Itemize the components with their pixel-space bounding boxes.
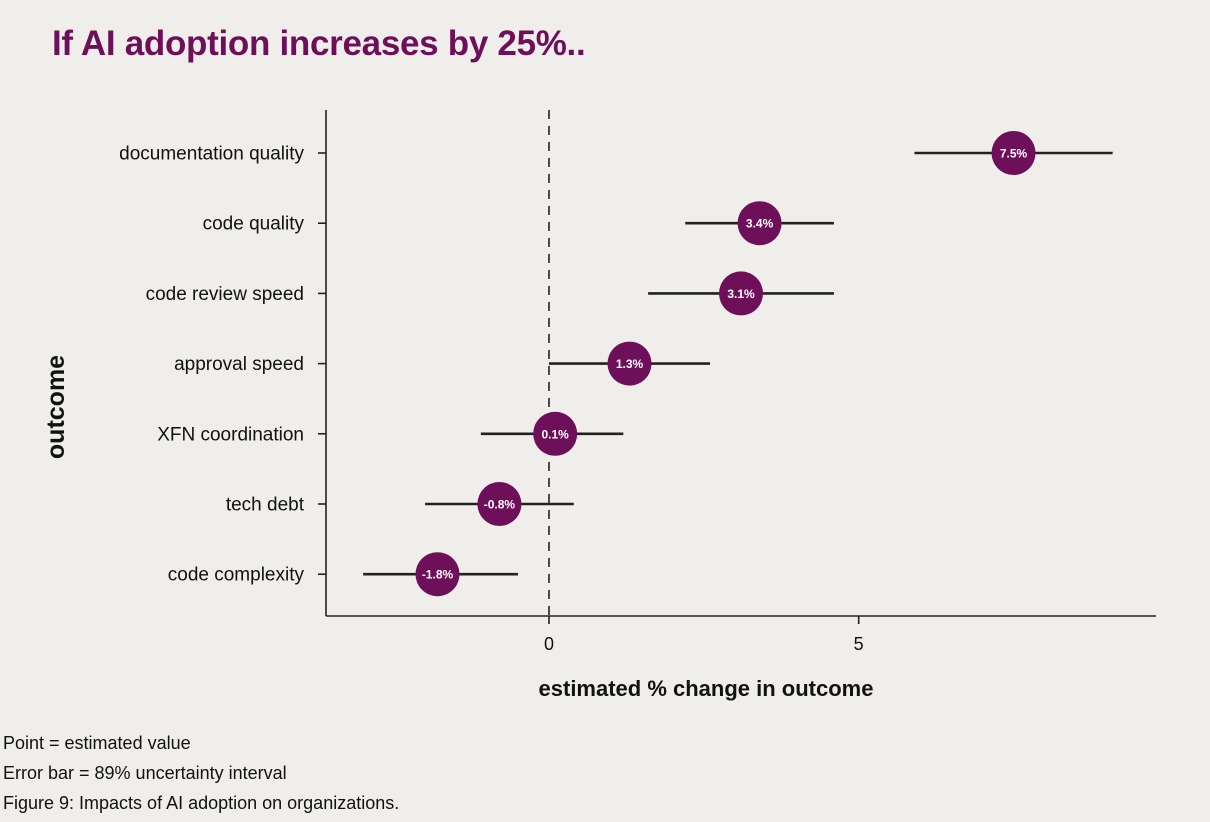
estimate-point (477, 482, 522, 526)
footnote-error-bar: Error bar = 89% uncertainty interval (3, 763, 287, 783)
y-tick-label: code quality (203, 214, 305, 235)
footnote-point: Point = estimated value (3, 733, 191, 753)
y-tick-label: tech debt (226, 495, 305, 516)
estimate-point (737, 201, 782, 246)
y-axis-title: outcome (42, 355, 70, 459)
data-label: 0.1% (541, 427, 569, 441)
footnotes: Point = estimated value Error bar = 89% … (3, 728, 399, 818)
data-label: -0.8% (484, 498, 516, 512)
data-label: 1.3% (616, 357, 644, 371)
data-label: 3.4% (746, 217, 774, 231)
x-tick-label: 0 (544, 634, 554, 654)
y-tick-label: code complexity (168, 565, 305, 586)
estimate-point (607, 341, 652, 386)
estimate-point (415, 552, 460, 597)
y-tick-label: XFN coordination (157, 424, 304, 445)
figure-caption: Figure 9: Impacts of AI adoption on orga… (3, 793, 400, 813)
estimate-point (991, 131, 1036, 175)
data-label: 3.1% (727, 287, 755, 301)
y-tick-label: approval speed (174, 354, 304, 375)
data-label: 7.5% (1000, 147, 1028, 161)
chart-title: If AI adoption increases by 25%.. (52, 24, 586, 63)
forest-plot: 0 5 estimated % change in outcome outcome do… (42, 110, 1156, 701)
y-tick-label: documentation quality (119, 144, 304, 165)
x-axis-title: estimated % change in outcome (539, 676, 874, 701)
y-tick-label: code review speed (146, 284, 304, 305)
x-tick-label: 5 (854, 634, 864, 654)
data-label: -1.8% (422, 568, 454, 582)
estimate-point (533, 411, 578, 456)
estimate-point (719, 271, 763, 316)
